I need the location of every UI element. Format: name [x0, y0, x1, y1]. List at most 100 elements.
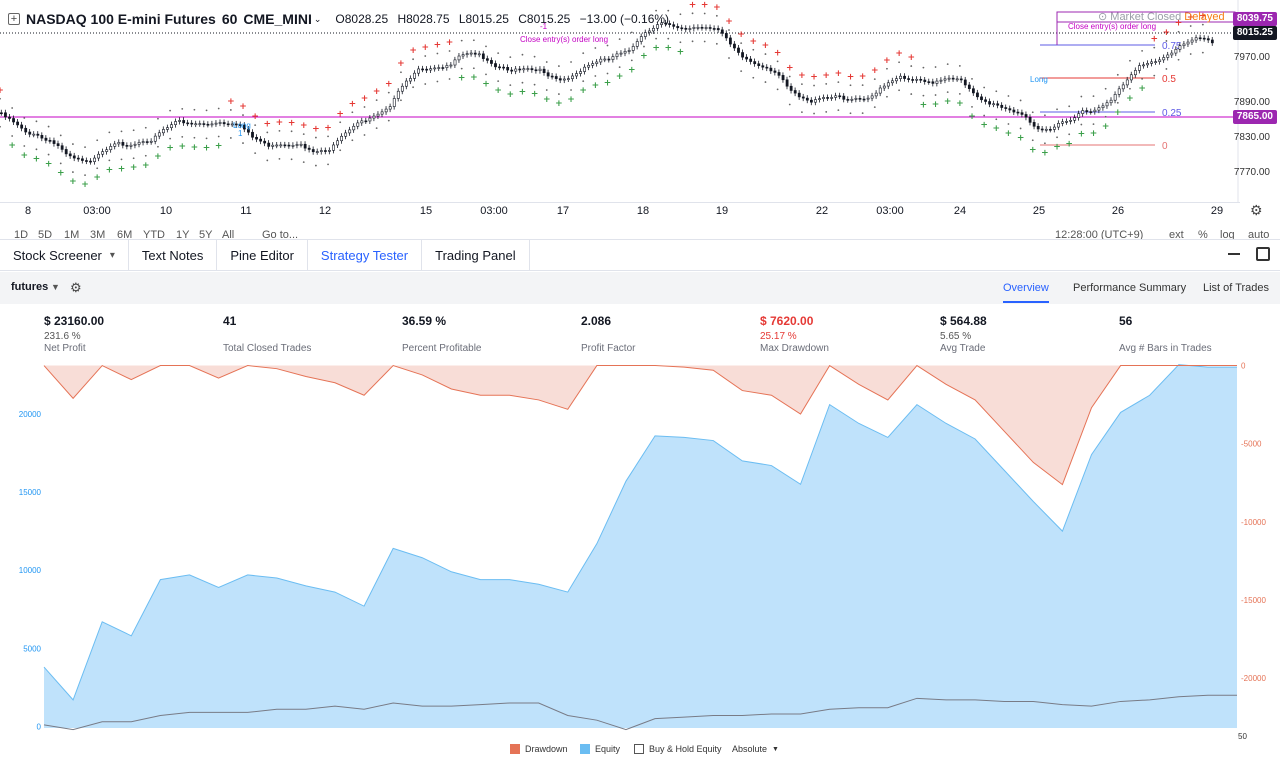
- timeframe-item[interactable]: 5D: [38, 229, 53, 239]
- stop-marker: +: [130, 163, 138, 173]
- band-dot: [47, 125, 50, 128]
- stop-marker: +: [652, 44, 660, 54]
- timeframe-item[interactable]: %: [1198, 229, 1208, 239]
- symbol-interval[interactable]: 60: [221, 11, 238, 27]
- band-dot: [217, 135, 220, 138]
- candle-body: [793, 90, 797, 94]
- candle-body: [895, 78, 898, 82]
- time-axis-label: 03:00: [83, 205, 111, 217]
- band-dot: [898, 89, 900, 92]
- candle-body: [988, 101, 992, 105]
- timeframe-item[interactable]: auto: [1248, 229, 1270, 239]
- candle-body: [453, 59, 457, 66]
- stop-marker: +: [0, 86, 4, 96]
- signal-label: -1: [540, 22, 548, 31]
- right-axis-tick: -20000: [1241, 674, 1266, 683]
- tab-trading-panel[interactable]: Trading Panel: [422, 240, 530, 271]
- stop-marker: +: [446, 38, 454, 48]
- tab-stock-screener[interactable]: Stock Screener ▾: [0, 240, 129, 271]
- candle-body: [279, 144, 283, 147]
- collapse-panel-icon[interactable]: [1228, 247, 1240, 261]
- candle-body: [951, 77, 955, 80]
- band-dot: [23, 117, 26, 119]
- candle-body: [178, 120, 182, 122]
- band-dot: [533, 55, 536, 58]
- legend-equity[interactable]: Equity: [580, 744, 620, 754]
- symbol-exchange[interactable]: CME_MINI: [243, 11, 312, 27]
- timeframe-item[interactable]: 12:28:00 (UTC+9): [1055, 229, 1144, 239]
- candle-body: [595, 61, 599, 64]
- legend-drawdown[interactable]: Drawdown: [510, 744, 568, 754]
- stop-marker: +: [592, 81, 600, 91]
- left-axis-tick: 10000: [19, 566, 42, 575]
- chevron-down-icon[interactable]: ▾: [109, 250, 115, 261]
- timeframe-item[interactable]: 6M: [117, 229, 133, 239]
- band-dot: [315, 164, 317, 167]
- candle-body: [684, 27, 688, 30]
- price-chart-canvas[interactable]: 0.75 0.5 0.25 0 + + + + + + + + + + + + + + + + + + + + + + + + + + + +…: [0, 0, 1280, 222]
- tab-overview[interactable]: Overview: [1003, 282, 1049, 303]
- candle-body: [668, 23, 672, 25]
- candle-body: [773, 70, 777, 73]
- band-dot: [436, 80, 439, 83]
- equity-chart-canvas[interactable]: 0 5000 10000 15000 20000 0 -5000 -10000 -15000 -2…: [0, 360, 1280, 745]
- candle-body: [1053, 126, 1056, 130]
- candle-body: [587, 64, 591, 68]
- candle-body: [1202, 37, 1206, 40]
- chevron-down-icon[interactable]: ⌄: [313, 13, 322, 24]
- timeframe-item[interactable]: 1D: [14, 229, 29, 239]
- tab-strategy-tester[interactable]: Strategy Tester: [308, 240, 423, 271]
- buy-hold-checkbox[interactable]: [634, 744, 644, 754]
- candle-body: [660, 22, 663, 25]
- tab-list-of-trades[interactable]: List of Trades: [1203, 282, 1270, 294]
- strategy-select[interactable]: futures: [11, 281, 49, 293]
- maximize-panel-icon[interactable]: [1256, 247, 1270, 261]
- stop-marker: +: [543, 95, 551, 105]
- symbol-name[interactable]: NASDAQ 100 E-mini Futures: [26, 11, 216, 27]
- timeframe-item[interactable]: 5Y: [199, 229, 213, 239]
- band-dot: [1153, 74, 1156, 77]
- tab-text-notes[interactable]: Text Notes: [129, 240, 218, 271]
- candle-body: [769, 67, 773, 72]
- market-status[interactable]: ⊙ Market Closed Delayed: [1098, 10, 1225, 23]
- timeframe-item[interactable]: log: [1220, 229, 1235, 239]
- legend-buy-hold[interactable]: Buy & Hold Equity: [634, 744, 722, 754]
- chart-settings-gear-icon[interactable]: ⚙: [1250, 202, 1263, 218]
- candle-body: [562, 78, 566, 81]
- timeframe-item[interactable]: YTD: [143, 229, 165, 239]
- time-axis[interactable]: 8 03:00 10 11 12 15 03:00 17 18 19 22 03:00 24 25 26 29: [0, 202, 1240, 218]
- timeframe-item[interactable]: 1M: [64, 229, 80, 239]
- stat-label: Avg # Bars in Trades: [1119, 343, 1212, 354]
- band-dot: [35, 120, 38, 123]
- candle-body: [48, 140, 52, 142]
- candle-body: [214, 122, 218, 125]
- tab-performance-summary[interactable]: Performance Summary: [1073, 282, 1187, 294]
- band-dot: [412, 86, 414, 89]
- candle-body: [822, 97, 825, 99]
- add-compare-icon[interactable]: +: [8, 13, 20, 25]
- tab-pine-editor[interactable]: Pine Editor: [217, 240, 308, 271]
- band-dot: [72, 143, 74, 145]
- band-dot: [691, 12, 694, 15]
- equity-chart[interactable]: 0 5000 10000 15000 20000 0 -5000 -10000 -15000 -2…: [0, 360, 1280, 745]
- band-dot: [643, 45, 645, 48]
- absolute-select[interactable]: Absolute ▼: [732, 744, 779, 754]
- strategy-settings-gear-icon[interactable]: ⚙: [70, 280, 82, 295]
- price-chart[interactable]: 0.75 0.5 0.25 0 + + + + + + + + + + + + + + + + + + + + + + + + + + + +…: [0, 0, 1280, 222]
- timeframe-item[interactable]: 3M: [90, 229, 106, 239]
- timeframe-item[interactable]: 1Y: [176, 229, 190, 239]
- time-axis-label: 17: [556, 205, 570, 217]
- candle-body: [388, 106, 392, 110]
- time-axis-label: 12: [318, 205, 332, 217]
- candle-body: [1198, 37, 1202, 40]
- candle-body: [291, 145, 295, 147]
- timeframe-item[interactable]: All: [222, 229, 235, 239]
- timeframe-item[interactable]: ext: [1169, 229, 1184, 239]
- band-dot: [995, 90, 998, 93]
- timeframe-item[interactable]: Go to...: [262, 229, 299, 239]
- stop-marker: +: [1126, 94, 1134, 104]
- candle-body: [554, 76, 558, 79]
- caret-down-icon[interactable]: ▼: [51, 282, 60, 292]
- right-axis-tick: 0: [1241, 362, 1246, 371]
- candle-body: [765, 66, 769, 69]
